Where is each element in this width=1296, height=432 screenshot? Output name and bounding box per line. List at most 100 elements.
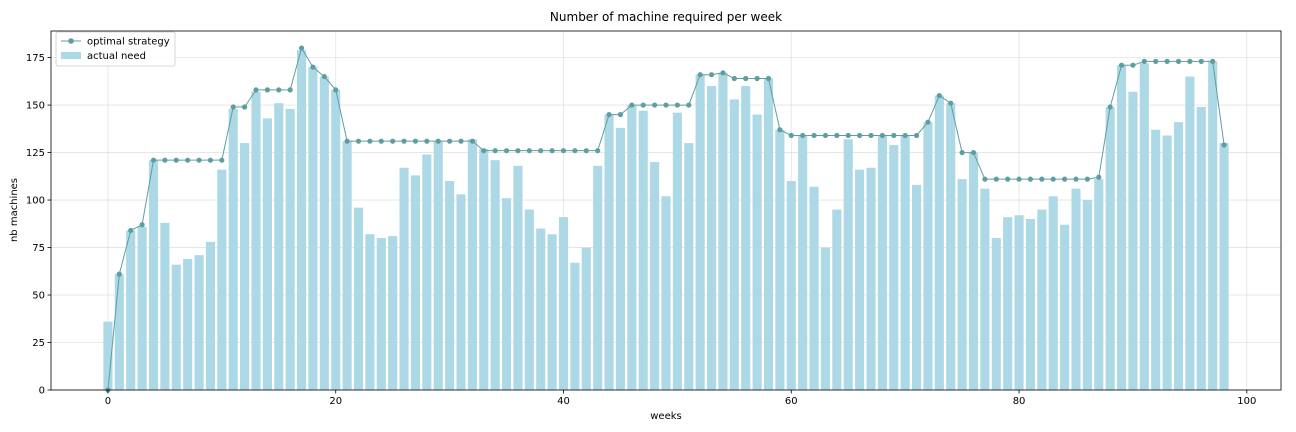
bar: [1025, 219, 1035, 390]
bar: [1071, 188, 1081, 390]
line-point: [1050, 176, 1056, 182]
bar: [991, 238, 1001, 390]
line-point: [765, 75, 772, 82]
bar: [661, 196, 671, 390]
line-point: [253, 87, 259, 93]
line-point: [640, 102, 646, 108]
line-point: [891, 132, 897, 139]
bar: [1139, 63, 1149, 390]
bar: [1003, 217, 1013, 390]
bar: [536, 228, 546, 390]
bar: [581, 247, 591, 390]
bar: [445, 181, 455, 390]
bar: [866, 167, 876, 390]
bar: [160, 222, 170, 390]
line-point: [1130, 62, 1136, 68]
line-point: [447, 138, 453, 144]
line-point: [1096, 174, 1102, 180]
y-tick-label: 125: [26, 148, 45, 159]
bar: [820, 247, 830, 390]
line-point: [1210, 58, 1216, 64]
bar: [672, 112, 682, 390]
line-point: [1141, 58, 1147, 64]
bar: [183, 258, 193, 390]
bar: [741, 86, 751, 390]
bar-series: [103, 49, 1229, 391]
bar: [980, 188, 990, 390]
line-point: [822, 132, 829, 139]
bar: [946, 103, 956, 390]
line-point: [185, 157, 191, 163]
bar: [1185, 76, 1195, 390]
line-point: [287, 87, 293, 93]
line-point: [617, 111, 624, 118]
line-point: [1107, 104, 1113, 110]
bar: [934, 95, 944, 391]
line-point: [139, 222, 145, 228]
y-tick-label: 75: [32, 243, 45, 254]
bar: [798, 135, 808, 390]
line-point: [355, 138, 362, 144]
bar: [217, 169, 227, 390]
line-point: [549, 148, 555, 154]
bar: [502, 198, 512, 390]
bar: [513, 165, 523, 390]
bar: [297, 49, 307, 390]
line-point: [412, 138, 419, 144]
bar: [547, 234, 557, 390]
line-point: [264, 87, 270, 93]
line-point: [298, 45, 305, 51]
line-point: [435, 138, 441, 144]
x-tick-label: 80: [1013, 396, 1026, 407]
x-tick-label: 100: [1237, 396, 1256, 407]
line-point: [788, 132, 794, 139]
bar: [490, 160, 500, 390]
line-point: [333, 87, 339, 93]
bar: [433, 141, 443, 390]
bar: [194, 255, 204, 390]
bar: [752, 114, 762, 390]
line-point: [686, 102, 692, 108]
bar: [763, 78, 774, 391]
bar: [422, 154, 432, 390]
line-point: [196, 157, 202, 163]
line-point: [1175, 58, 1182, 64]
line-point: [560, 148, 567, 154]
bar: [251, 91, 261, 390]
bar: [570, 262, 580, 390]
bar: [319, 76, 329, 390]
legend-bar-swatch: [61, 52, 81, 59]
bar: [1128, 91, 1138, 390]
line-point: [503, 148, 510, 154]
bar: [479, 148, 489, 390]
bar: [1037, 209, 1047, 390]
bar: [308, 67, 318, 390]
bar: [832, 209, 842, 390]
legend: optimal strategy actual need: [55, 31, 176, 67]
y-tick-label: 25: [32, 338, 45, 349]
bar: [855, 169, 865, 390]
y-tick-label: 0: [39, 386, 45, 397]
line-point: [492, 148, 498, 154]
bar: [1196, 106, 1206, 391]
bar: [285, 108, 295, 391]
line-point: [868, 132, 874, 139]
line-point: [116, 271, 122, 277]
bar: [695, 74, 705, 390]
line-series: [105, 45, 1227, 393]
line-point: [708, 72, 715, 78]
line-point: [652, 102, 658, 108]
line-point: [720, 70, 726, 76]
line-point: [378, 138, 384, 144]
line-point: [811, 132, 817, 139]
line-point: [1016, 176, 1022, 182]
line-point: [879, 132, 885, 139]
line-point: [207, 157, 214, 163]
bar: [650, 162, 660, 390]
bar: [137, 226, 147, 390]
line-point: [276, 87, 282, 93]
line-point: [902, 132, 908, 139]
bar: [707, 86, 717, 390]
line-point: [834, 132, 840, 139]
